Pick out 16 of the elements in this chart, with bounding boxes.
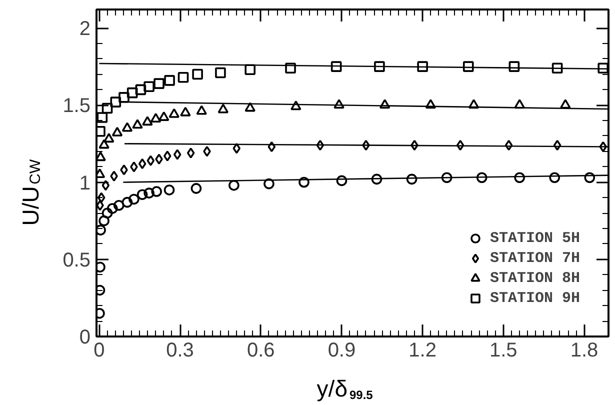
y-tick-label: 1: [79, 172, 90, 194]
x-tick-label: 1.2: [408, 340, 436, 362]
legend-label: STATION 8H: [490, 270, 580, 286]
x-tick-label: 1.5: [490, 340, 518, 362]
legend-label: STATION 7H: [490, 250, 580, 266]
legend-label: STATION 5H: [490, 230, 580, 246]
x-tick-label: 1.8: [570, 340, 598, 362]
legend-label: STATION 9H: [490, 290, 580, 306]
x-tick-label: 0: [94, 340, 105, 362]
x-tick-label: 0.3: [166, 340, 194, 362]
y-axis-title: U/UCW: [18, 158, 44, 226]
x-tick-label: 0.6: [246, 340, 275, 362]
y-tick-label: 2: [79, 18, 90, 40]
x-tick-label: 0.9: [328, 340, 356, 362]
y-tick-label: 0.5: [62, 249, 91, 272]
y-tick-label: 1.5: [62, 95, 91, 118]
